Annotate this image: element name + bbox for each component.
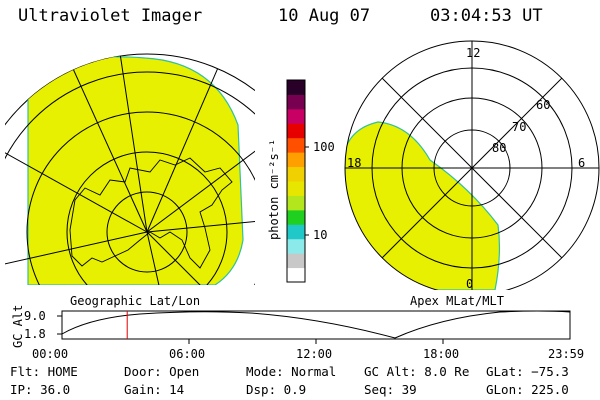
mlat-label-70: 70 <box>512 120 527 134</box>
geographic-caption: Geographic Lat/Lon <box>70 294 201 308</box>
mlt-label-18: 18 <box>347 156 362 170</box>
date-label: 10 Aug 07 <box>278 6 371 26</box>
info-door: Door: Open <box>124 364 200 379</box>
colorbar-cell <box>287 238 305 254</box>
mlat-mlt-grid <box>344 40 600 290</box>
colorbar-cell <box>287 123 305 139</box>
time-label: 03:04:53 UT <box>430 6 543 26</box>
colorbar-unit-label: photon cm⁻²s⁻¹ <box>267 138 281 240</box>
uv-emission-region-mag <box>345 121 501 290</box>
altitude-curve <box>61 310 571 339</box>
timeline-ytick-high: 9.0 <box>24 309 46 323</box>
info-gcalt: GC Alt: 8.0 Re <box>364 364 470 379</box>
colorbar-cell <box>287 80 305 95</box>
colorbar-cell <box>287 137 305 153</box>
mlt-label-0: 0 <box>466 277 474 291</box>
colorbar-cell <box>287 253 305 269</box>
timeline-xtick-2359: 23:59 <box>548 347 585 361</box>
info-mode: Mode: Normal <box>246 364 337 379</box>
colorbar-cell <box>287 108 305 124</box>
mlt-label-12: 12 <box>466 46 481 60</box>
colorbar-frame <box>286 79 306 283</box>
mlt-label-6: 6 <box>578 156 586 170</box>
timeline-xtick-0600: 06:00 <box>169 347 206 361</box>
timeline-ylabel: GC Alt <box>11 304 25 348</box>
colorbar-tick-10: 10 <box>313 228 328 242</box>
mlat-label-60: 60 <box>536 98 551 112</box>
timeline-ytick-low: 1.8 <box>24 327 46 341</box>
colorbar-cell <box>287 152 305 168</box>
colorbar-cell <box>287 94 305 110</box>
magnetic-map-panel <box>344 40 600 290</box>
colorbar-cell <box>287 166 305 182</box>
info-ip: IP: 36.0 <box>10 382 71 397</box>
colorbar-cell <box>287 267 305 283</box>
altitude-timeline <box>57 310 571 344</box>
timeline-xtick-0000: 00:00 <box>32 347 69 361</box>
latlon-grid <box>5 54 255 285</box>
info-dsp: Dsp: 0.9 <box>246 382 307 397</box>
info-glon: GLon: 225.0 <box>486 382 569 397</box>
instrument-title: Ultraviolet Imager <box>18 6 203 26</box>
coastline-outline <box>69 157 233 269</box>
colorbar-cell <box>287 195 305 211</box>
colorbar-cell <box>287 181 305 196</box>
info-glat: GLat: −75.3 <box>486 364 569 379</box>
info-seq: Seq: 39 <box>364 382 417 397</box>
colorbar <box>286 79 309 283</box>
info-flt: Flt: HOME <box>10 364 78 379</box>
colorbar-cell <box>287 224 305 240</box>
timeline-frame <box>61 310 571 340</box>
timeline-xtick-1200: 12:00 <box>296 347 333 361</box>
magnetic-caption: Apex MLat/MLT <box>410 294 504 308</box>
info-gain: Gain: 14 <box>124 382 185 397</box>
mlat-label-80: 80 <box>492 141 507 155</box>
timeline-xtick-1800: 18:00 <box>423 347 460 361</box>
colorbar-tick-100: 100 <box>313 140 335 154</box>
geographic-map-panel <box>5 53 255 285</box>
colorbar-cell <box>287 209 305 225</box>
